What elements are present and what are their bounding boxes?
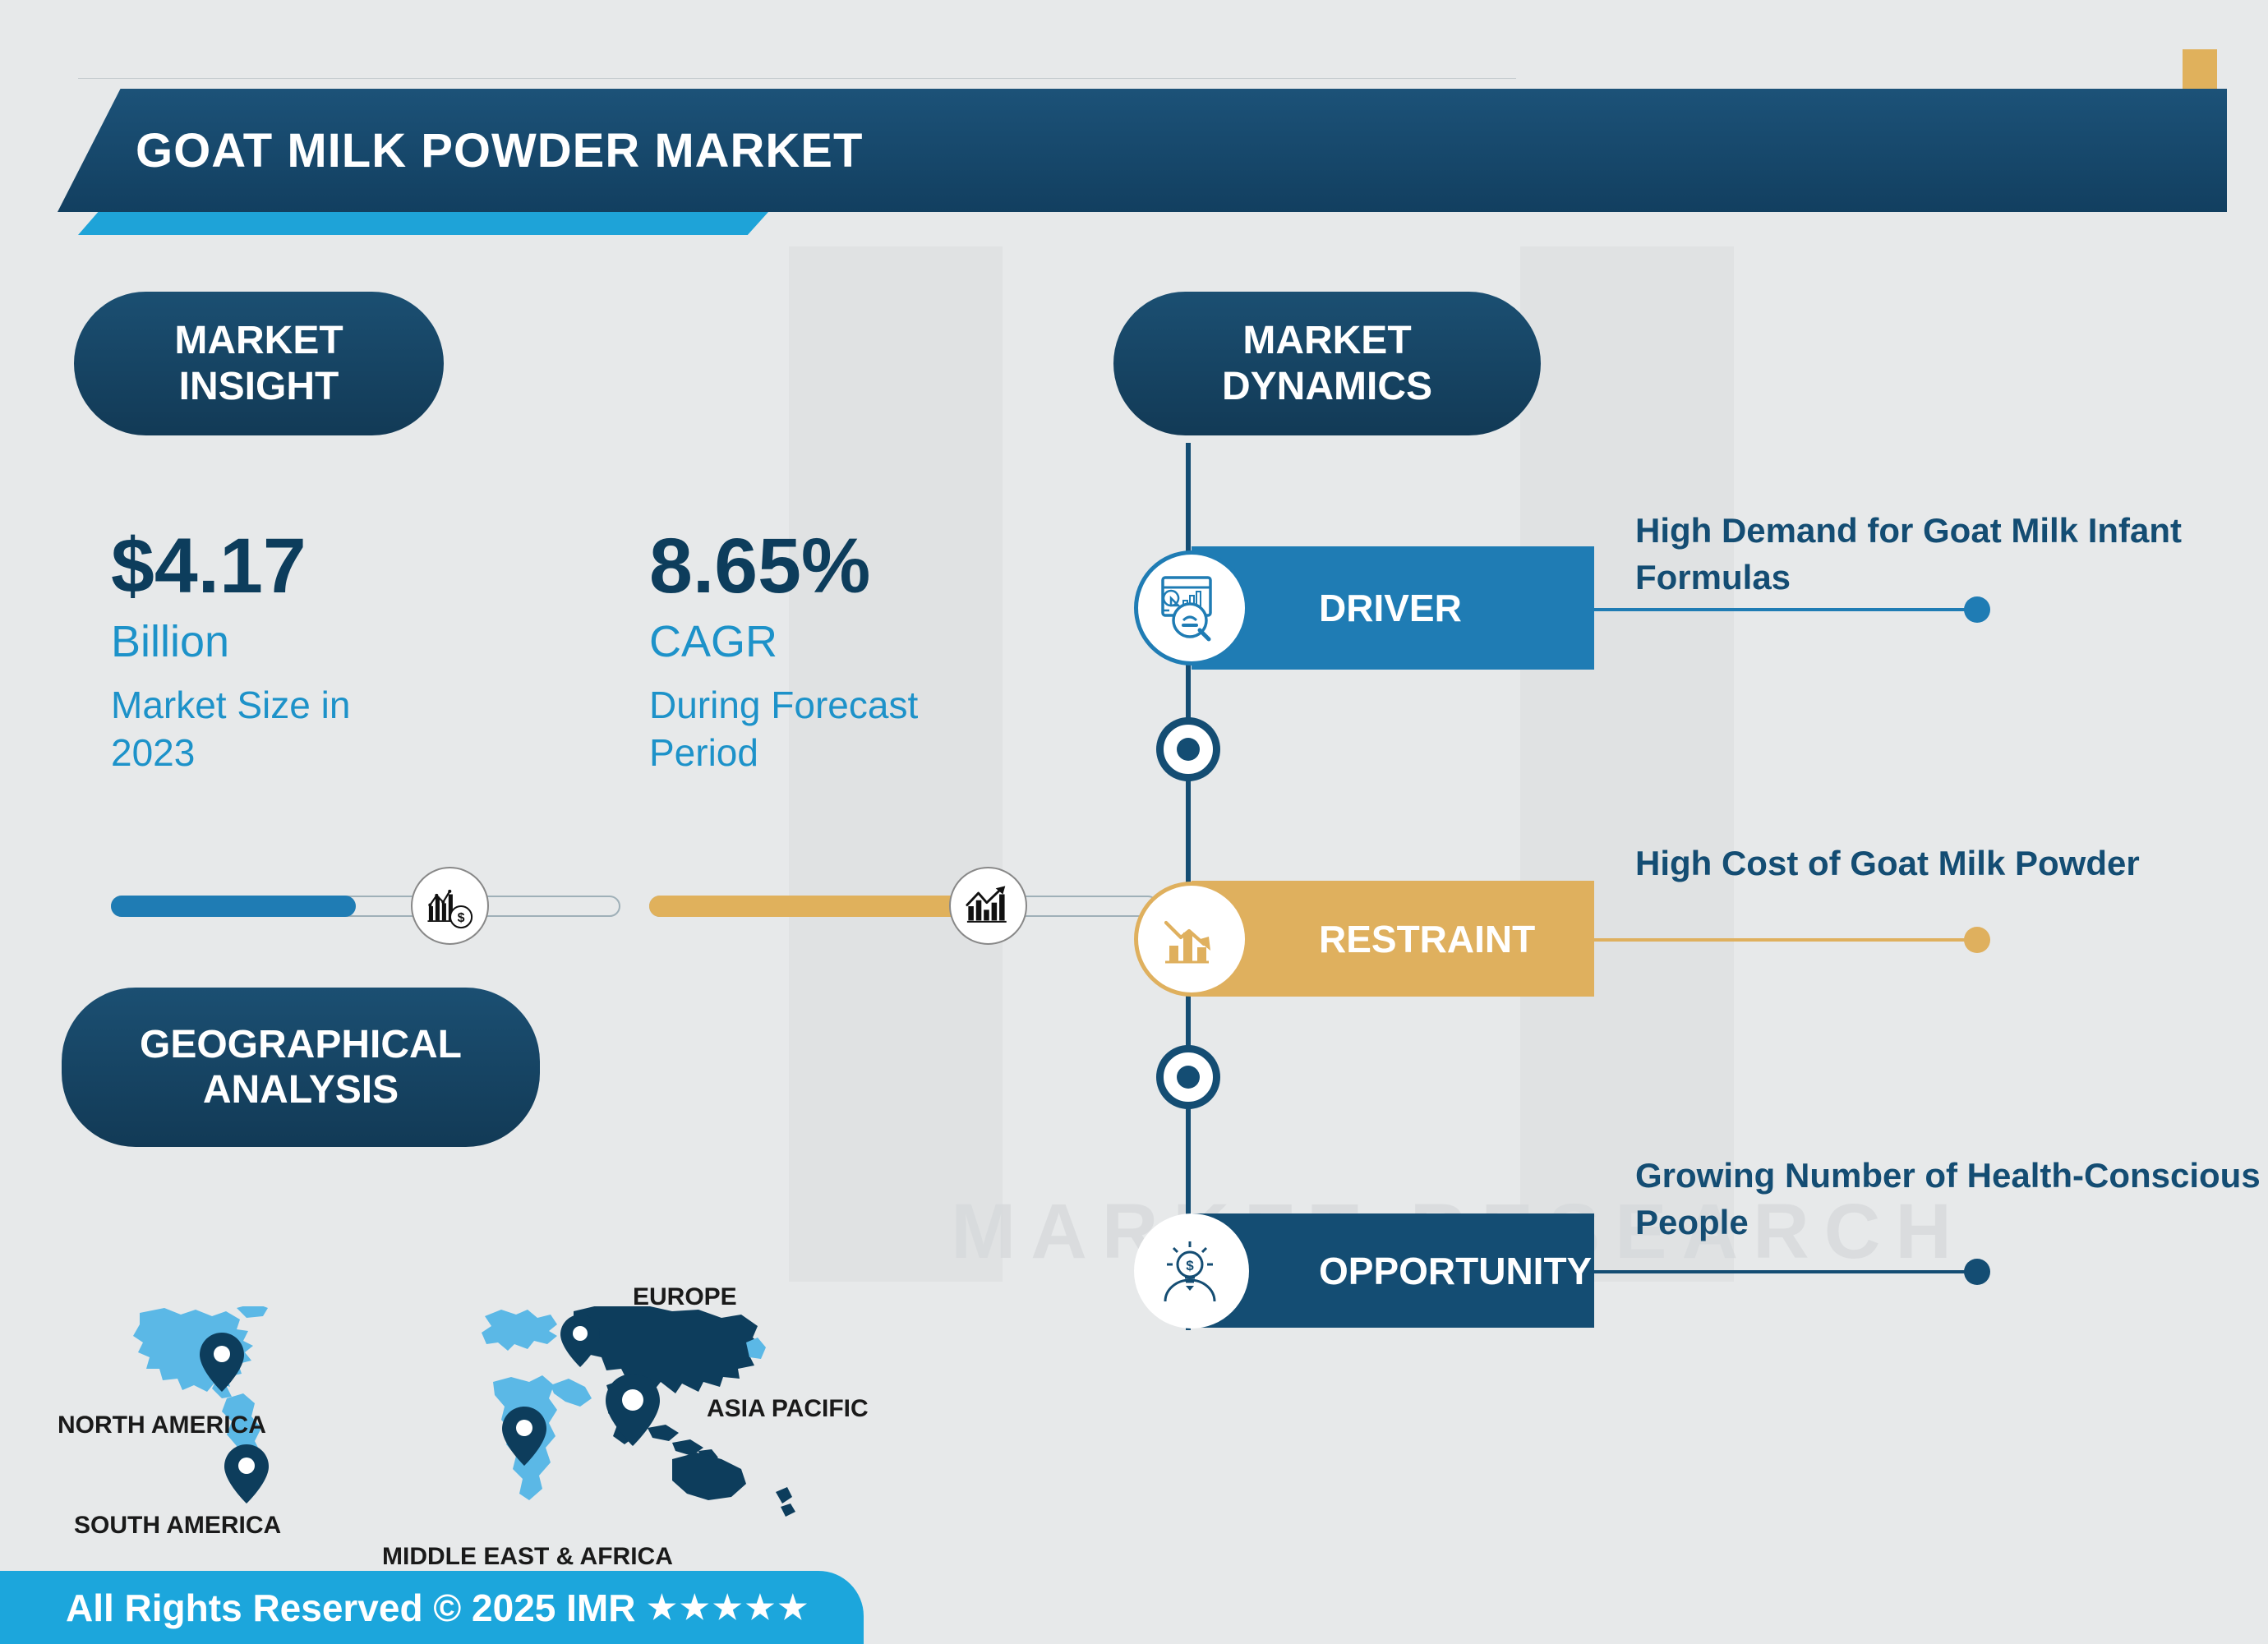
svg-text:$: $ — [457, 910, 464, 924]
svg-text:$: $ — [1186, 1258, 1194, 1273]
